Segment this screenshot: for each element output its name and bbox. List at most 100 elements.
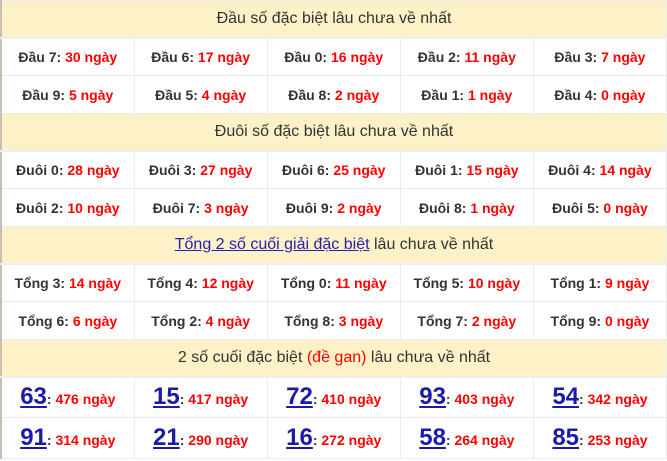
stat-label: Đuôi 4: bbox=[548, 161, 596, 178]
stat-cell: Đuôi 4: 14 ngày bbox=[532, 150, 667, 189]
number-link[interactable]: 54 bbox=[552, 383, 580, 411]
stat-cell: 15: 417 ngày bbox=[133, 376, 268, 418]
stat-cell: Đuôi 5: 0 ngày bbox=[532, 188, 667, 227]
stat-cell: Đầu 9: 5 ngày bbox=[0, 75, 135, 114]
number-link[interactable]: 58 bbox=[419, 424, 446, 451]
stat-cell: 58: 264 ngày bbox=[399, 417, 534, 459]
stat-label: Tổng 9: bbox=[550, 312, 602, 329]
stat-value: 3 ngày bbox=[204, 199, 249, 216]
stat-label: Đầu 8: bbox=[288, 86, 331, 103]
stat-value: 314 ngày bbox=[55, 432, 116, 448]
stat-cell: Đầu 7: 30 ngày bbox=[0, 37, 135, 76]
stat-value: 28 ngày bbox=[67, 161, 120, 178]
table-row: 91: 314 ngày 21: 290 ngày 16: 272 ngày 58: … bbox=[0, 417, 667, 459]
number-link[interactable]: 15 bbox=[153, 383, 180, 411]
stat-label: Đuôi 0: bbox=[16, 161, 64, 178]
stat-value: 403 ngày bbox=[454, 391, 515, 408]
table-row: Tổng 3: 14 ngày Tổng 4: 12 ngày Tổng 0: 11… bbox=[0, 263, 667, 302]
section-title: Đuôi số đặc biệt lâu chưa về nhất bbox=[214, 122, 454, 140]
stat-label: Đuôi 6: bbox=[281, 161, 330, 178]
number-link[interactable]: 63 bbox=[20, 383, 47, 411]
stat-cell: Tổng 7: 2 ngày bbox=[399, 301, 534, 340]
stat-value: 7 ngày bbox=[601, 48, 646, 65]
stat-value: 12 ngày bbox=[201, 274, 254, 291]
stat-value: 10 ngày bbox=[467, 274, 521, 291]
stat-cell: Tổng 8: 3 ngày bbox=[266, 301, 401, 340]
stat-cell: 21: 290 ngày bbox=[133, 417, 268, 459]
stat-cell: Đầu 3: 7 ngày bbox=[532, 37, 667, 76]
stat-label: Tổng 5: bbox=[413, 274, 465, 291]
stat-cell: Đầu 8: 2 ngày bbox=[266, 75, 401, 114]
stat-label: Tổng 3: bbox=[14, 274, 66, 291]
stat-cell: Tổng 0: 11 ngày bbox=[266, 263, 401, 302]
stat-label: Đầu 4: bbox=[554, 86, 598, 103]
stat-value: 14 ngày bbox=[68, 274, 122, 291]
number-link[interactable]: 16 bbox=[286, 424, 313, 451]
number-link[interactable]: 21 bbox=[153, 424, 180, 451]
stat-value: 0 ngày bbox=[601, 86, 646, 103]
table-row: Đuôi 0: 28 ngày Đuôi 3: 27 ngày Đuôi 6: 25… bbox=[0, 150, 667, 189]
section-title-rest: lâu chưa về nhất bbox=[366, 348, 491, 366]
stat-value: 2 ngày bbox=[337, 199, 382, 216]
stat-label: Đầu 7: bbox=[18, 48, 62, 65]
stat-value: 417 ngày bbox=[188, 391, 249, 408]
stat-cell: 93: 403 ngày bbox=[399, 376, 534, 418]
stat-cell: Đuôi 0: 28 ngày bbox=[0, 150, 135, 189]
stat-value: 272 ngày bbox=[321, 432, 382, 448]
stat-value: 11 ngày bbox=[464, 48, 516, 65]
table-row: Đuôi 2: 10 ngày Đuôi 7: 3 ngày Đuôi 9: 2 n… bbox=[0, 188, 667, 227]
stat-cell: Tổng 4: 12 ngày bbox=[133, 263, 268, 302]
stat-cell: Tổng 6: 6 ngày bbox=[0, 301, 135, 340]
stat-value: 11 ngày bbox=[335, 274, 387, 291]
number-link[interactable]: 91 bbox=[20, 424, 47, 451]
stat-value: 253 ngày bbox=[587, 432, 648, 448]
stat-label: Đuôi 3: bbox=[148, 161, 197, 178]
stat-value: 1 ngày bbox=[470, 199, 515, 216]
stat-value: 4 ngày bbox=[205, 312, 251, 329]
number-link[interactable]: 93 bbox=[419, 383, 446, 411]
stat-cell: Đuôi 2: 10 ngày bbox=[0, 188, 135, 227]
stat-cell: 54: 342 ngày bbox=[532, 376, 667, 418]
stat-cell: 91: 314 ngày bbox=[0, 417, 135, 459]
stat-cell: Đuôi 1: 15 ngày bbox=[399, 150, 534, 189]
stat-value: 2 ngày bbox=[471, 312, 517, 329]
stat-label: Tổng 1: bbox=[550, 274, 602, 291]
stat-cell: Đầu 2: 11 ngày bbox=[399, 37, 534, 76]
section-title: lâu chưa về nhất bbox=[369, 235, 494, 253]
stat-value: 6 ngày bbox=[72, 312, 118, 329]
stat-label: Đuôi 7: bbox=[152, 199, 201, 216]
stat-label: Tổng 2: bbox=[151, 312, 202, 329]
stat-value: 30 ngày bbox=[65, 48, 118, 65]
de-gan-label: (đề gan) bbox=[306, 348, 367, 366]
stat-label: Đuôi 1: bbox=[415, 161, 463, 178]
stat-label: Đuôi 2: bbox=[16, 199, 64, 216]
stat-cell: 85: 253 ngày bbox=[532, 417, 667, 459]
stat-cell: Đầu 1: 1 ngày bbox=[399, 75, 534, 114]
table-row: Tổng 6: 6 ngày Tổng 2: 4 ngày Tổng 8: 3 ng… bbox=[0, 301, 667, 340]
stat-label: Đuôi 9: bbox=[285, 199, 334, 216]
table-row: Đầu 9: 5 ngày Đầu 5: 4 ngày Đầu 8: 2 ngày Đ… bbox=[0, 75, 667, 114]
stat-cell: Đầu 4: 0 ngày bbox=[532, 75, 667, 114]
section-header: Đuôi số đặc biệt lâu chưa về nhất bbox=[0, 113, 667, 152]
stat-cell: Đầu 0: 16 ngày bbox=[266, 37, 401, 76]
tong-link[interactable]: Tổng 2 số cuối giải đặc biệt bbox=[174, 235, 370, 253]
stat-label: Tổng 6: bbox=[18, 312, 69, 329]
stat-value: 342 ngày bbox=[587, 391, 648, 408]
section-title: Đầu số đặc biệt lâu chưa về nhất bbox=[216, 9, 452, 27]
number-link[interactable]: 85 bbox=[552, 424, 580, 451]
stat-cell: 63: 476 ngày bbox=[0, 376, 135, 418]
section-title: 2 số cuối đặc biệt bbox=[177, 348, 307, 366]
stat-label: Đuôi 5: bbox=[552, 199, 600, 216]
stat-label: Đầu 2: bbox=[417, 48, 461, 65]
number-link[interactable]: 72 bbox=[286, 383, 313, 411]
stat-value: 25 ngày bbox=[333, 161, 386, 178]
stat-value: 10 ngày bbox=[67, 199, 120, 216]
stat-value: 410 ngày bbox=[321, 391, 382, 408]
stat-value: 16 ngày bbox=[331, 48, 384, 65]
stat-label: Đầu 0: bbox=[284, 48, 328, 65]
stat-cell: Tổng 3: 14 ngày bbox=[0, 263, 135, 302]
stat-cell: Tổng 5: 10 ngày bbox=[399, 263, 534, 302]
stat-label: Tổng 0: bbox=[280, 274, 332, 291]
stat-value: 15 ngày bbox=[466, 161, 519, 178]
